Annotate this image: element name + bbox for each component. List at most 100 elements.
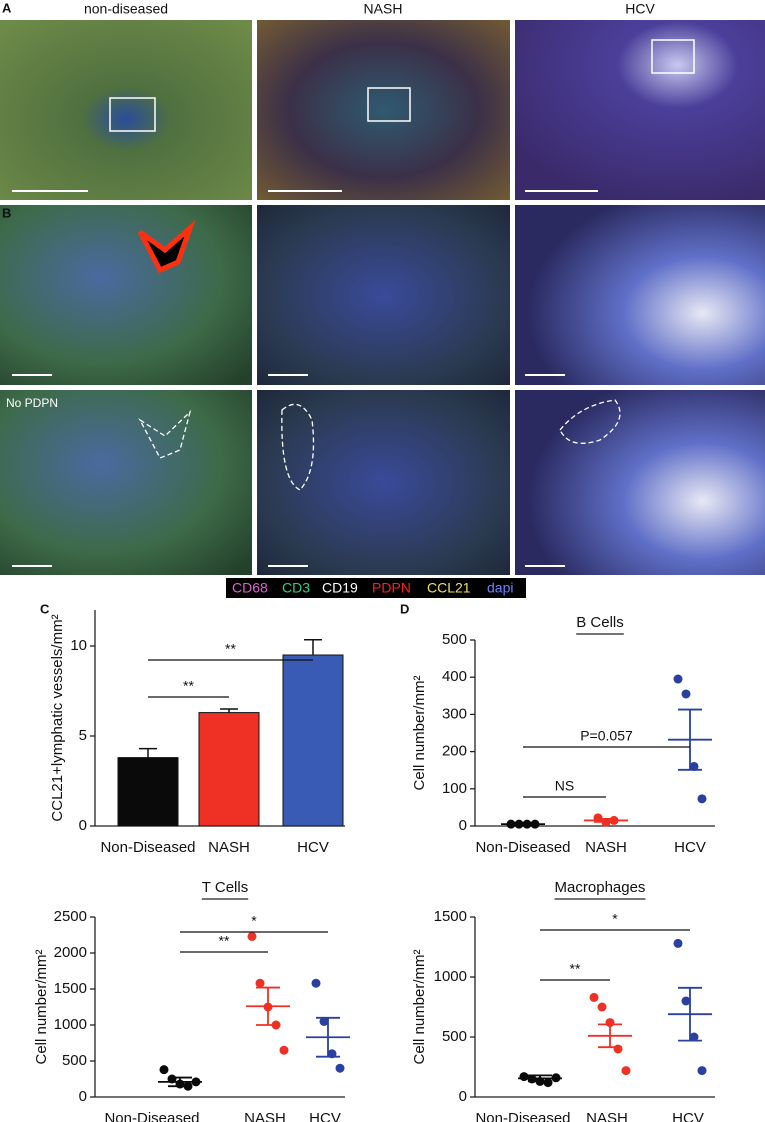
significance-label: * [612, 911, 618, 927]
bar [282, 654, 344, 827]
data-point [597, 1002, 607, 1012]
y-tick-label: 200 [442, 743, 467, 760]
data-point [673, 938, 683, 948]
micrograph [0, 390, 252, 575]
y-axis-label: Cell number/mm² [411, 675, 428, 790]
y-tick-label: 2000 [54, 944, 87, 961]
legend-entry: dapi [487, 580, 513, 596]
data-point [335, 1063, 345, 1073]
y-tick-label: 100 [442, 780, 467, 797]
error-bar [678, 708, 702, 771]
y-axis-label: Cell number/mm² [33, 949, 50, 1064]
vessel [137, 219, 196, 274]
data-point [543, 1078, 553, 1088]
micrographs: No PDPN [0, 20, 765, 575]
data-point [255, 978, 265, 988]
y-tick-label: 300 [442, 705, 467, 722]
stain-legend: CD68 CD3 CD19 PDPN CCL21 dapi [232, 580, 513, 596]
y-tick-label: 400 [442, 668, 467, 685]
significance-label: ** [570, 961, 581, 977]
y-tick-label: 500 [442, 631, 467, 648]
y-tick-label: 1500 [54, 980, 87, 997]
y-tick-label: 0 [79, 817, 87, 834]
x-tick-label: Non-Diseased [100, 839, 195, 856]
data-point [613, 1044, 623, 1054]
data-point [697, 794, 707, 804]
panel-label: A [2, 0, 12, 15]
data-point [247, 931, 257, 941]
image-title: non-diseased [84, 1, 168, 17]
y-tick-label: 5 [79, 727, 87, 744]
significance-label: NS [555, 778, 574, 794]
y-tick-label: 0 [459, 1088, 467, 1105]
significance-label: P=0.057 [580, 728, 633, 744]
scale-bars [12, 190, 598, 567]
legend-background [226, 578, 526, 598]
error-bar [316, 1016, 340, 1058]
y-tick-label: 0 [79, 1088, 87, 1105]
y-tick-label: 500 [62, 1052, 87, 1069]
x-tick-label: HCV [309, 1110, 341, 1122]
data-point [519, 1072, 529, 1082]
x-tick-label: NASH [585, 839, 627, 856]
chart-title: Macrophages [555, 879, 646, 896]
significance-label: ** [183, 678, 194, 694]
y-axis-label: Cell number/mm² [411, 949, 428, 1064]
significance-label: ** [225, 641, 236, 657]
image-note: No PDPN [6, 396, 58, 410]
x-tick-label: HCV [297, 839, 329, 856]
micrograph [0, 205, 252, 385]
legend-entry: CD68 [232, 580, 268, 596]
inset-box [109, 97, 156, 132]
significance-label: ** [219, 933, 230, 949]
vessel-outline [281, 403, 315, 491]
error-bar [256, 986, 280, 1026]
data-point [589, 992, 599, 1002]
micrograph [257, 20, 510, 200]
panel-label: C [40, 601, 50, 616]
data-point [681, 996, 691, 1006]
y-axis-label: CCL21+lymphatic vessels/mm² [49, 614, 66, 821]
error-bar [304, 638, 322, 655]
vessel-outline [559, 399, 621, 444]
data-point [673, 674, 683, 684]
x-tick-label: HCV [672, 1110, 704, 1122]
y-tick-label: 1000 [434, 968, 467, 985]
x-tick-label: Non-Diseased [475, 1110, 570, 1122]
chart-title: T Cells [202, 879, 248, 896]
x-tick-label: NASH [244, 1110, 286, 1122]
error-bar [511, 822, 535, 826]
data-point [689, 761, 699, 771]
micrograph [257, 390, 510, 575]
micrograph [515, 390, 765, 575]
image-title: NASH [364, 1, 403, 17]
inset-box [367, 87, 411, 122]
inset-box [651, 39, 695, 74]
micrograph [257, 205, 510, 385]
error-bar [168, 1076, 192, 1088]
image-title: HCV [625, 1, 655, 17]
bar [198, 712, 260, 827]
panel-label: B [2, 205, 11, 220]
error-bar [220, 708, 238, 713]
legend-entry: PDPN [372, 580, 411, 596]
y-tick-label: 1500 [434, 908, 467, 925]
error-bar [594, 818, 618, 823]
x-tick-label: NASH [208, 839, 250, 856]
x-tick-label: HCV [674, 839, 706, 856]
panel-label: D [400, 601, 409, 616]
y-tick-label: 10 [70, 637, 87, 654]
data-point [159, 1065, 169, 1075]
bar [117, 757, 179, 827]
data-point [689, 1032, 699, 1042]
data-point [311, 978, 321, 988]
significance-label: * [251, 913, 257, 929]
x-tick-label: NASH [586, 1110, 628, 1122]
chart-title: B Cells [576, 614, 624, 631]
data-point [319, 1016, 329, 1026]
legend-entry: CD3 [282, 580, 310, 596]
data-point [697, 1066, 707, 1076]
error-bar [678, 986, 702, 1042]
